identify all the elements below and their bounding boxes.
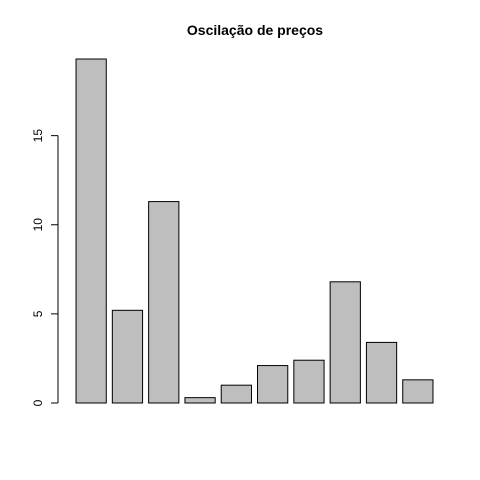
bar <box>220 384 252 404</box>
bar <box>293 359 325 404</box>
bar <box>257 365 289 404</box>
bar <box>148 201 180 404</box>
bar <box>111 309 144 404</box>
bar <box>329 281 361 404</box>
bars-group <box>75 58 434 404</box>
y-tick-label: 10 <box>31 218 45 232</box>
chart-title: Oscilação de preços <box>187 22 323 38</box>
bar <box>402 379 434 404</box>
y-axis: 0 5 10 15 <box>31 129 59 406</box>
bar <box>365 341 398 404</box>
y-tick-label: 5 <box>31 310 45 317</box>
bar <box>75 58 107 404</box>
bar <box>184 397 216 404</box>
y-tick-label: 0 <box>31 399 45 406</box>
y-tick-label: 15 <box>31 129 45 143</box>
